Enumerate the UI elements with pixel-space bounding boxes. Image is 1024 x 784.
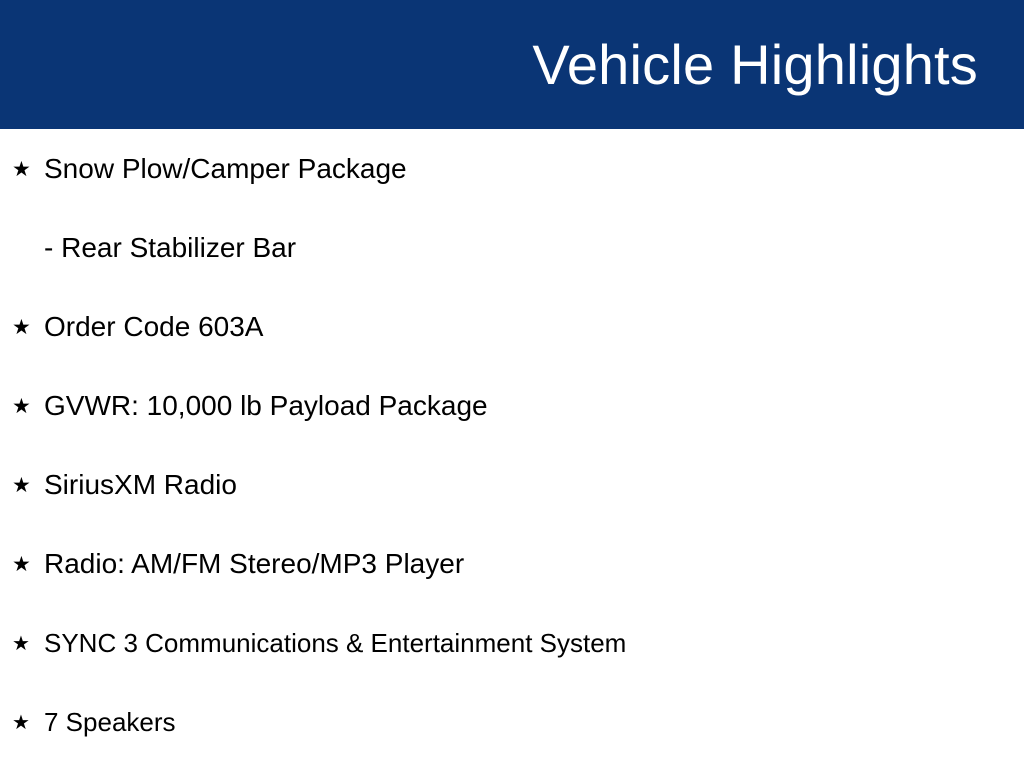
slide-content-area: ★ Snow Plow/Camper Package - Rear Stabiliz…: [0, 129, 1024, 768]
star-bullet-icon: ★: [12, 157, 31, 181]
slide-title-banner: Vehicle Highlights: [0, 0, 1024, 129]
list-item: ★ Radio: AM/FM Stereo/MP3 Player: [0, 547, 1024, 626]
list-item: ★ GVWR: 10,000 lb Payload Package: [0, 389, 1024, 468]
list-item: ★ 7 Speakers: [0, 705, 1024, 784]
star-bullet-icon: ★: [12, 473, 31, 497]
list-item: - Rear Stabilizer Bar: [0, 231, 1024, 310]
star-bullet-icon: ★: [12, 552, 31, 576]
vehicle-highlights-list: ★ Snow Plow/Camper Package - Rear Stabiliz…: [0, 152, 1024, 784]
list-item-label: Snow Plow/Camper Package: [44, 153, 407, 184]
list-item-label: Radio: AM/FM Stereo/MP3 Player: [44, 548, 465, 579]
star-bullet-icon: ★: [12, 394, 31, 418]
star-bullet-icon: ★: [12, 315, 31, 339]
list-item-label: SiriusXM Radio: [44, 469, 237, 500]
page-title: Vehicle Highlights: [532, 33, 978, 97]
star-bullet-icon: ★: [12, 631, 30, 655]
list-item-label: Order Code 603A: [44, 311, 264, 342]
list-item-label: SYNC 3 Communications & Entertainment Sy…: [44, 628, 627, 658]
list-item-label: 7 Speakers: [44, 707, 176, 737]
list-item: ★ Order Code 603A: [0, 310, 1024, 389]
list-item-label: - Rear Stabilizer Bar: [44, 232, 297, 263]
list-item: ★ SYNC 3 Communications & Entertainment S…: [0, 626, 1024, 705]
star-bullet-icon: ★: [12, 710, 30, 734]
list-item-label: GVWR: 10,000 lb Payload Package: [44, 390, 488, 421]
list-item: ★ Snow Plow/Camper Package: [0, 152, 1024, 231]
list-item: ★ SiriusXM Radio: [0, 468, 1024, 547]
